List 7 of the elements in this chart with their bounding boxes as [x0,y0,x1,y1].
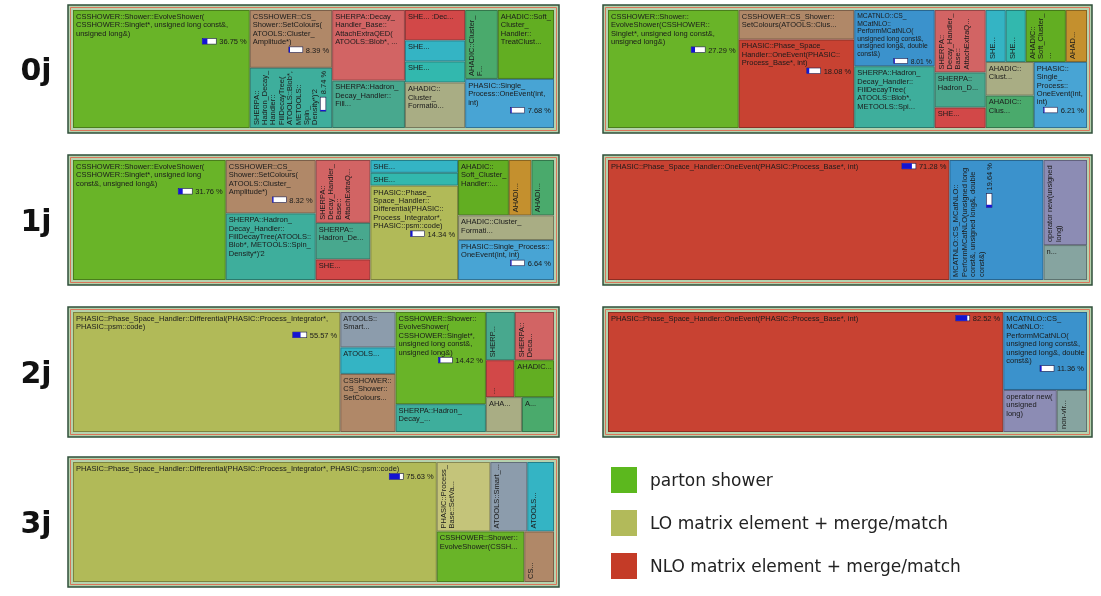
legend-label: LO matrix element + merge/match [650,513,949,533]
text: 0j [20,51,52,87]
legend-label: parton shower [650,470,773,490]
text: 1j [20,202,52,238]
text: 3j [20,504,52,540]
legend-label: NLO matrix element + merge/match [650,556,961,576]
text: 2j [20,354,52,390]
